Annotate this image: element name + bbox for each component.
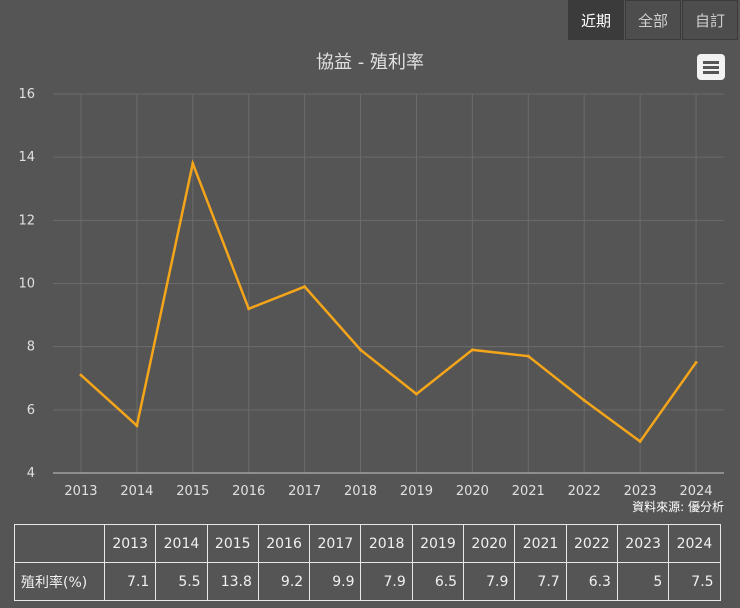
x-tick-label: 2017 <box>288 484 321 499</box>
table-year-header: 2014 <box>155 524 208 563</box>
table-year-header: 2017 <box>309 524 362 563</box>
x-tick-label: 2014 <box>120 484 153 499</box>
data-point <box>582 398 586 402</box>
table-year-header: 2022 <box>565 524 618 563</box>
data-point <box>694 360 698 364</box>
x-tick-label: 2015 <box>176 484 209 499</box>
table-corner-cell <box>14 524 105 563</box>
table-cell: 7.9 <box>463 562 516 601</box>
table-year-header: 2015 <box>206 524 259 563</box>
hamburger-menu-icon[interactable] <box>697 54 725 80</box>
table-year-header: 2016 <box>257 524 311 563</box>
y-tick-label: 6 <box>27 403 35 418</box>
table-row-label: 殖利率(%) <box>14 562 105 601</box>
table-cell: 6.5 <box>411 562 465 601</box>
table-cell: 9.9 <box>309 562 362 601</box>
table-cell: 6.3 <box>565 562 618 601</box>
x-tick-label: 2019 <box>400 484 433 499</box>
table-year-header: 2013 <box>103 524 157 563</box>
line-chart: 4 6 8 10 12 14 16 2013 2014 2015 2016 2017 2018 2019 2… <box>18 87 724 499</box>
x-tick-label: 2018 <box>344 484 377 499</box>
table-year-header: 2023 <box>616 524 670 563</box>
table-cell: 7.7 <box>514 562 567 601</box>
table-year-header: 2019 <box>411 524 465 563</box>
source-note: 資料來源: 優分析 <box>632 500 724 514</box>
y-tick-label: 12 <box>18 213 35 228</box>
data-point <box>359 348 363 352</box>
table-year-header: 2024 <box>668 524 721 563</box>
range-selector: 近期 全部 自訂 <box>567 0 738 42</box>
table-row: 殖利率(%) 7.1 5.5 13.8 9.2 9.9 7.9 6.5 7.9 … <box>14 562 721 601</box>
table-cell: 9.2 <box>257 562 311 601</box>
x-tick-label: 2021 <box>512 484 545 499</box>
table-cell: 5.5 <box>155 562 208 601</box>
table-cell: 7.9 <box>360 562 413 601</box>
range-tab-all[interactable]: 全部 <box>625 0 681 40</box>
y-tick-label: 16 <box>18 87 35 102</box>
table-year-header: 2021 <box>514 524 567 563</box>
x-tick-label: 2016 <box>232 484 265 499</box>
range-tab-recent[interactable]: 近期 <box>568 0 624 40</box>
data-point <box>247 307 251 311</box>
y-tick-label: 8 <box>27 340 35 355</box>
x-tick-label: 2022 <box>568 484 601 499</box>
data-point <box>303 285 307 289</box>
data-point <box>638 439 642 443</box>
x-tick-label: 2024 <box>679 484 712 499</box>
chart-title: 協益 - 殖利率 <box>316 52 424 73</box>
data-point <box>414 392 418 396</box>
data-table: 2013 2014 2015 2016 2017 2018 2019 2020 … <box>14 524 721 601</box>
table-header-row: 2013 2014 2015 2016 2017 2018 2019 2020 … <box>14 524 721 563</box>
table-year-header: 2020 <box>463 524 516 563</box>
x-tick-label: 2020 <box>456 484 489 499</box>
table-cell: 13.8 <box>206 562 259 601</box>
data-point <box>79 373 83 377</box>
data-point <box>526 354 530 358</box>
data-point <box>191 161 195 165</box>
series-line <box>80 159 698 444</box>
data-point <box>470 348 474 352</box>
table-cell: 7.5 <box>668 562 721 601</box>
data-point <box>135 424 139 428</box>
y-tick-label: 14 <box>18 150 35 165</box>
table-cell: 7.1 <box>103 562 157 601</box>
table-cell: 5 <box>616 562 670 601</box>
x-tick-label: 2023 <box>624 484 657 499</box>
table-year-header: 2018 <box>360 524 413 563</box>
x-tick-label: 2013 <box>64 484 97 499</box>
y-tick-label: 4 <box>27 466 35 481</box>
range-tab-custom[interactable]: 自訂 <box>682 0 738 40</box>
y-tick-label: 10 <box>18 277 35 292</box>
